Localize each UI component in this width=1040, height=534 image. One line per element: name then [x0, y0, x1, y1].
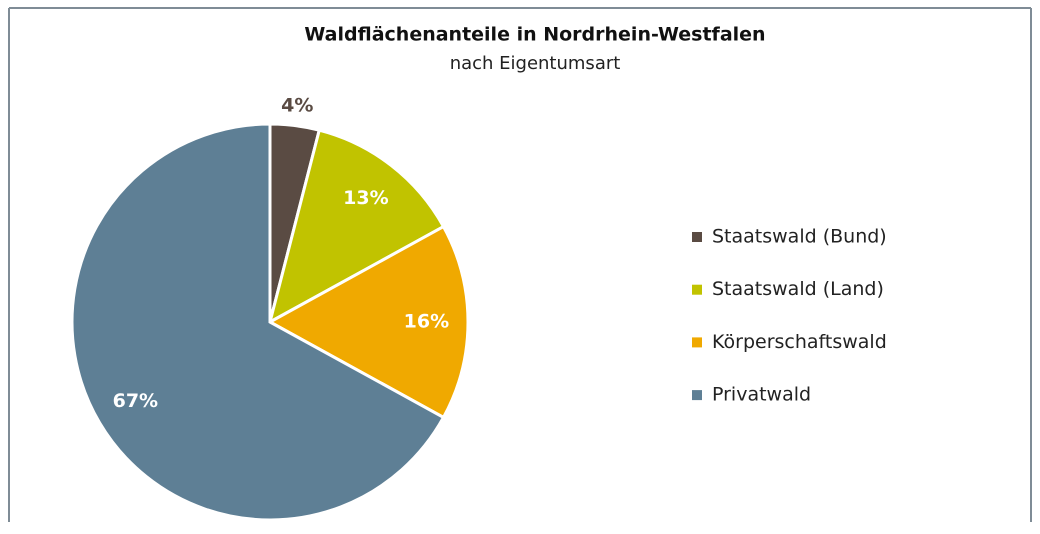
legend-swatch — [692, 284, 702, 295]
legend-swatch — [692, 390, 702, 401]
legend-swatch — [692, 337, 702, 348]
pie-slice — [266, 224, 470, 420]
legend-label: Körperschaftswald — [712, 331, 887, 353]
data-label: 4% — [281, 94, 313, 116]
legend-label: Staatswald (Land) — [712, 278, 884, 300]
pie-slice — [70, 122, 446, 522]
chart-subtitle: nach Eigentumsart — [450, 53, 621, 74]
legend-swatch — [692, 232, 702, 242]
data-label: 13% — [343, 187, 388, 209]
legend-label: Staatswald (Bund) — [712, 226, 887, 248]
data-label: 67% — [113, 390, 158, 412]
data-label: 16% — [404, 311, 449, 333]
pie-slice — [267, 128, 446, 325]
chart-title: Waldflächenanteile in Nordrhein-Westfale… — [304, 24, 765, 46]
legend-label: Privatwald — [712, 384, 811, 406]
